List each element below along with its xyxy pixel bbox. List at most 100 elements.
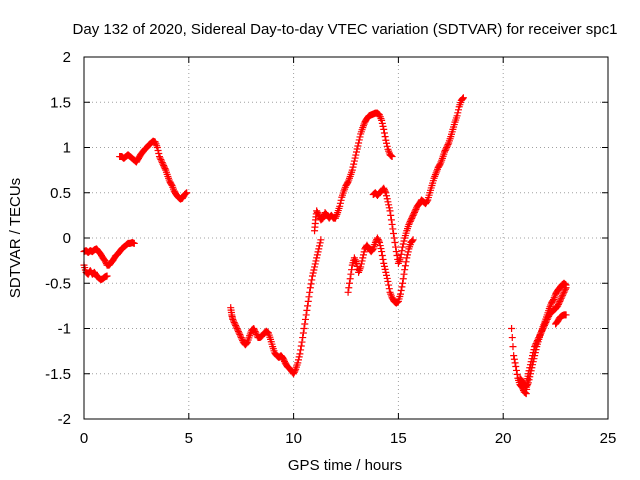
data-point	[423, 197, 431, 205]
data-point	[384, 277, 392, 285]
data-point	[359, 254, 367, 262]
data-point	[525, 376, 533, 384]
data-point	[156, 154, 164, 162]
data-point	[301, 320, 309, 328]
data-point	[236, 331, 244, 339]
data-point	[304, 297, 312, 305]
data-point	[559, 291, 567, 299]
data-point	[441, 148, 449, 156]
data-point	[159, 160, 167, 168]
data-point	[383, 142, 391, 150]
data-point	[510, 352, 518, 360]
grid	[84, 57, 608, 419]
data-point	[379, 122, 387, 130]
data-point	[562, 311, 570, 319]
data-point	[347, 270, 355, 278]
y-tick-label: 2	[63, 49, 71, 66]
y-tick-label: -2	[58, 411, 71, 428]
data-point	[313, 254, 321, 262]
data-point	[508, 325, 516, 332]
data-point	[313, 207, 321, 215]
data-point	[410, 208, 418, 216]
data-point	[354, 142, 362, 150]
series-arc-g	[369, 94, 467, 267]
data-point	[376, 239, 384, 247]
data-point	[357, 260, 365, 268]
data-point	[385, 281, 393, 289]
data-point	[401, 262, 409, 270]
data-point	[157, 156, 165, 164]
data-point	[389, 225, 397, 233]
data-point	[403, 251, 411, 259]
data-point	[386, 207, 394, 215]
data-point	[529, 361, 537, 369]
y-tick-label: -1	[58, 321, 71, 338]
data-point	[392, 243, 400, 251]
data-point	[304, 302, 312, 310]
data-point	[290, 370, 298, 378]
data-point	[397, 250, 405, 258]
data-point	[231, 320, 239, 328]
y-tick-label: 0.5	[50, 185, 71, 202]
data-point	[509, 343, 517, 351]
data-point	[369, 246, 377, 254]
data-point	[376, 242, 384, 250]
data-point	[394, 298, 402, 306]
tick-labels: 0 5 10 15 20 25 -2 -1.5 -1 -0.5 0 0.5 1 1.5 2	[45, 49, 616, 447]
data-point	[454, 109, 462, 117]
data-point	[280, 356, 288, 364]
data-point	[554, 302, 562, 310]
data-point	[317, 236, 325, 244]
data-point	[527, 367, 535, 375]
data-point	[459, 95, 467, 103]
data-point	[155, 153, 163, 161]
data-point	[181, 190, 189, 198]
data-point	[399, 240, 407, 248]
series-arc-d	[227, 236, 325, 378]
data-point	[558, 293, 566, 301]
data-point	[459, 94, 467, 102]
data-point	[311, 263, 319, 271]
data-point	[383, 139, 391, 147]
chart-title: Day 132 of 2020, Sidereal Day-to-day VTE…	[73, 21, 618, 38]
data-point	[399, 275, 407, 283]
data-point	[306, 288, 314, 296]
x-tick-label: 25	[600, 430, 617, 447]
data-point	[555, 299, 563, 307]
data-point	[526, 373, 534, 381]
data-point	[378, 116, 386, 124]
data-point	[158, 157, 166, 165]
data-point	[251, 328, 259, 336]
data-point	[405, 220, 413, 228]
data-point	[408, 214, 416, 222]
data-point	[554, 300, 562, 308]
data-point	[513, 370, 521, 378]
data-point	[306, 284, 314, 292]
data-point	[101, 257, 109, 265]
data-point	[294, 359, 302, 367]
data-point	[355, 136, 363, 144]
data-point	[358, 257, 366, 265]
data-point	[295, 353, 303, 361]
data-point	[154, 147, 162, 155]
data-point	[556, 297, 564, 305]
data-point	[380, 125, 388, 133]
data-point	[344, 288, 352, 296]
data-point	[526, 370, 534, 378]
data-point	[313, 208, 321, 216]
data-point	[402, 258, 410, 266]
data-point	[233, 325, 241, 332]
data-point	[297, 342, 305, 350]
x-axis-label: GPS time / hours	[288, 457, 402, 474]
data-point	[401, 266, 409, 274]
data-point	[313, 251, 321, 259]
data-point	[314, 248, 322, 256]
data-point	[345, 279, 353, 287]
data-point	[522, 389, 530, 397]
data-point	[380, 129, 388, 137]
data-points	[80, 94, 570, 398]
data-point	[380, 184, 388, 192]
data-point	[443, 142, 451, 150]
series-arc-e	[311, 109, 396, 235]
data-point	[406, 217, 414, 225]
